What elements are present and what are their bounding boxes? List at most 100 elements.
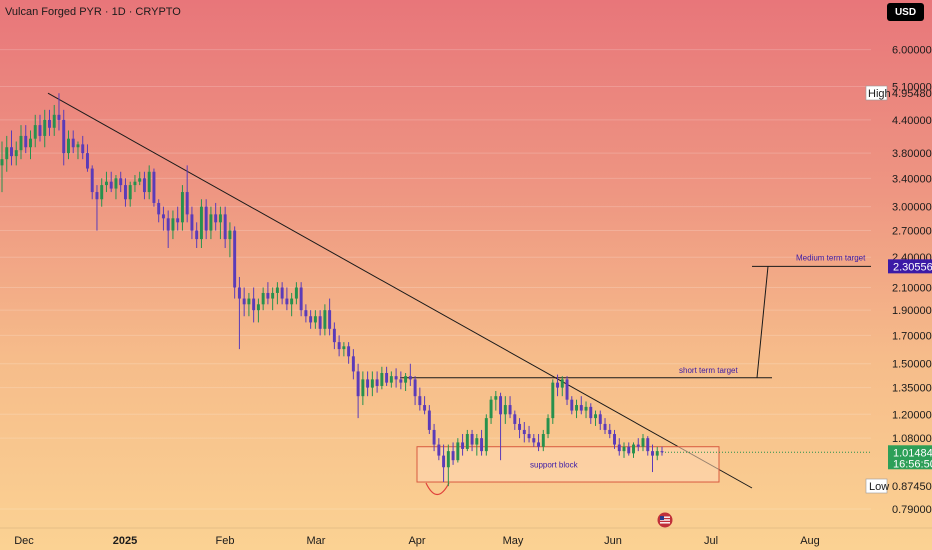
candle-body[interactable] [461, 442, 465, 449]
candle-body[interactable] [266, 292, 270, 299]
price-axis[interactable]: 6.00000 5.10000 4.40000 3.80000 3.40000 3.000… [892, 45, 932, 516]
candle-body[interactable] [660, 451, 664, 453]
candle-body[interactable] [579, 405, 583, 411]
candle-body[interactable] [565, 379, 569, 400]
candle-body[interactable] [190, 214, 194, 231]
candle-body[interactable] [48, 119, 51, 128]
candle-body[interactable] [185, 192, 189, 215]
candle-body[interactable] [603, 423, 607, 430]
candle-body[interactable] [508, 405, 512, 415]
candle-body[interactable] [104, 181, 108, 186]
candle-body[interactable] [67, 138, 70, 154]
candle-body[interactable] [527, 434, 531, 439]
candle-body[interactable] [432, 429, 436, 445]
projection-line[interactable] [756, 266, 769, 378]
candle-body[interactable] [19, 135, 23, 151]
candle-body[interactable] [24, 135, 28, 148]
candle-body[interactable] [546, 418, 550, 435]
candle-body[interactable] [375, 379, 379, 386]
candle-body[interactable] [280, 287, 284, 299]
candle-body[interactable] [166, 218, 170, 231]
candle-body[interactable] [95, 192, 99, 200]
time-axis[interactable]: Dec 2025 Feb Mar Apr May Jun Jul Aug [14, 535, 820, 547]
candle-body[interactable] [342, 346, 346, 350]
candle-body[interactable] [142, 178, 146, 193]
candle-body[interactable] [332, 328, 336, 343]
candle-body[interactable] [71, 138, 75, 148]
candle-body[interactable] [570, 399, 574, 411]
candle-body[interactable] [337, 342, 341, 350]
candle-body[interactable] [394, 376, 398, 380]
candle-body[interactable] [408, 376, 412, 380]
candle-body[interactable] [385, 372, 389, 383]
candle-body[interactable] [622, 446, 626, 452]
candle-body[interactable] [556, 382, 560, 388]
candle-body[interactable] [522, 429, 526, 435]
candle-body[interactable] [43, 119, 47, 136]
candle-body[interactable] [133, 181, 137, 186]
candle-body[interactable] [456, 442, 460, 461]
candle-body[interactable] [646, 438, 650, 452]
candle-body[interactable] [204, 206, 208, 231]
candle-body[interactable] [399, 379, 403, 383]
candle-body[interactable] [247, 298, 251, 305]
descending-trendline[interactable] [47, 92, 753, 489]
candle-body[interactable] [575, 405, 579, 411]
candle-body[interactable] [513, 414, 517, 424]
candle-body[interactable] [480, 438, 484, 452]
candle-body[interactable] [304, 310, 308, 317]
candle-body[interactable] [57, 114, 61, 120]
candle-body[interactable] [584, 406, 588, 411]
candle-body[interactable] [347, 346, 351, 357]
candle-body[interactable] [10, 147, 13, 157]
candle-body[interactable] [5, 147, 9, 160]
candle-body[interactable] [551, 382, 555, 419]
candle-body[interactable] [418, 396, 422, 406]
candle-body[interactable] [33, 125, 37, 139]
candle-body[interactable] [541, 434, 545, 447]
candle-body[interactable] [451, 451, 455, 461]
candle-body[interactable] [413, 379, 417, 397]
candle-body[interactable] [119, 178, 123, 186]
candle-body[interactable] [589, 406, 593, 419]
candle-body[interactable] [294, 287, 298, 299]
candle-body[interactable] [171, 218, 175, 231]
candle-body[interactable] [494, 396, 498, 400]
candle-body[interactable] [157, 202, 161, 215]
candle-body[interactable] [651, 451, 654, 456]
candle-body[interactable] [109, 181, 113, 189]
candle-body[interactable] [195, 230, 199, 240]
candle-body[interactable] [437, 444, 441, 456]
candle-body[interactable] [128, 185, 132, 200]
candle-body[interactable] [446, 451, 450, 468]
candle-body[interactable] [370, 379, 374, 388]
candle-body[interactable] [0, 159, 4, 166]
candle-body[interactable] [147, 171, 151, 193]
candle-body[interactable] [271, 292, 275, 299]
candle-body[interactable] [309, 316, 313, 323]
candle-body[interactable] [465, 434, 469, 449]
candle-body[interactable] [242, 298, 246, 305]
candle-body[interactable] [470, 434, 474, 445]
candle-body[interactable] [62, 119, 66, 154]
candle-body[interactable] [261, 292, 265, 305]
candle-body[interactable] [323, 310, 327, 329]
candle-body[interactable] [475, 438, 479, 445]
candle-body[interactable] [537, 442, 541, 447]
candle-body[interactable] [256, 304, 260, 311]
candle-body[interactable] [123, 185, 127, 200]
candle-body[interactable] [655, 451, 659, 456]
candle-body[interactable] [404, 376, 408, 383]
candle-body[interactable] [627, 446, 631, 454]
candle-body[interactable] [608, 429, 612, 435]
candle-body[interactable] [285, 298, 289, 305]
candle-body[interactable] [228, 230, 232, 240]
candle-body[interactable] [503, 405, 507, 415]
candle-body[interactable] [233, 230, 237, 288]
candle-body[interactable] [389, 376, 393, 383]
candle-body[interactable] [328, 310, 332, 329]
candle-body[interactable] [290, 298, 294, 305]
candle-body[interactable] [617, 444, 621, 452]
currency-button[interactable]: USD [887, 3, 924, 21]
